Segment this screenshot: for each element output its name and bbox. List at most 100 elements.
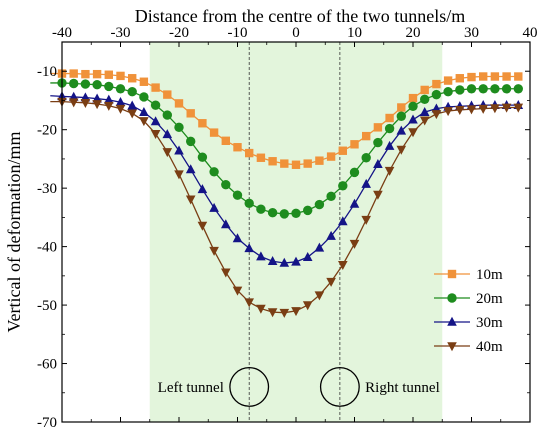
data-point-20m <box>279 209 289 219</box>
data-point-20m <box>501 84 512 94</box>
y-tick-label: -50 <box>37 298 57 314</box>
data-point-30m <box>373 158 383 168</box>
legend-label: 40m <box>476 339 503 355</box>
data-point-10m <box>256 153 266 162</box>
data-point-40m <box>384 166 395 176</box>
data-point-10m <box>245 148 254 158</box>
data-point-20m <box>139 92 149 102</box>
data-point-30m <box>349 198 360 208</box>
data-point-10m <box>139 77 149 86</box>
data-point-10m <box>92 69 102 79</box>
x-tick-label: 0 <box>292 25 300 41</box>
data-point-20m <box>373 137 383 148</box>
data-point-40m <box>232 286 243 296</box>
data-point-20m <box>209 167 219 177</box>
data-point-20m <box>232 190 243 200</box>
data-point-10m <box>408 93 418 103</box>
data-point-30m <box>150 116 161 126</box>
legend-item-30m: 30m <box>434 315 503 331</box>
data-point-40m <box>244 298 254 308</box>
data-point-20m <box>256 204 266 214</box>
data-point-30m <box>291 256 301 266</box>
legend-label: 30m <box>476 315 503 331</box>
data-point-10m <box>362 131 371 141</box>
data-point-10m <box>104 70 113 79</box>
data-point-40m <box>115 104 126 114</box>
data-point-40m <box>443 107 453 117</box>
data-point-20m <box>455 85 465 95</box>
y-axis-title: Vertical of deformation/mm <box>4 132 24 333</box>
data-point-40m <box>185 195 196 205</box>
data-point-10m <box>479 72 488 81</box>
data-point-10m <box>69 69 78 78</box>
x-tick-label: 30 <box>464 25 479 41</box>
data-point-10m <box>81 69 90 79</box>
data-point-40m <box>221 268 231 278</box>
data-point-10m <box>490 72 500 81</box>
data-point-40m <box>150 129 161 139</box>
data-point-20m <box>174 122 184 133</box>
data-point-10m <box>338 146 347 155</box>
legend-label: 10m <box>476 267 503 283</box>
data-point-40m <box>326 277 336 287</box>
data-point-30m <box>209 202 219 212</box>
data-point-20m <box>338 181 348 191</box>
y-tick-label: -40 <box>37 240 57 256</box>
data-point-30m <box>384 140 395 150</box>
data-point-40m <box>127 109 137 119</box>
data-point-30m <box>314 242 325 252</box>
x-tick-label: 40 <box>523 25 538 41</box>
data-point-10m <box>502 72 511 81</box>
data-point-10m <box>233 143 242 152</box>
data-point-20m <box>291 208 301 218</box>
data-point-10m <box>315 156 324 165</box>
data-point-40m <box>302 301 313 311</box>
data-point-40m <box>373 190 383 200</box>
data-point-40m <box>338 260 348 270</box>
data-point-20m <box>92 79 102 90</box>
data-point-20m <box>326 191 336 202</box>
data-point-40m <box>174 170 184 180</box>
data-point-40m <box>408 128 418 138</box>
legend-item-10m: 10m <box>434 267 503 283</box>
data-point-20m <box>244 198 254 209</box>
data-point-20m <box>420 94 430 104</box>
x-tick-label: 20 <box>406 25 421 41</box>
data-point-30m <box>127 100 137 110</box>
data-point-30m <box>104 94 114 104</box>
data-point-40m <box>349 239 360 249</box>
series-20m <box>50 78 523 219</box>
data-point-20m <box>490 84 500 94</box>
data-point-40m <box>197 221 208 231</box>
data-point-30m <box>115 97 126 107</box>
data-point-20m <box>314 199 325 210</box>
data-point-10m <box>455 74 464 83</box>
legend-item-40m: 40m <box>434 339 503 355</box>
data-point-40m <box>314 291 325 301</box>
data-point-20m <box>303 205 313 216</box>
data-point-30m <box>338 216 348 226</box>
data-point-40m <box>396 145 407 155</box>
legend-label: 20m <box>476 291 503 307</box>
data-point-10m <box>163 90 172 99</box>
x-tick-label: 10 <box>347 25 362 41</box>
data-point-10m <box>397 103 406 112</box>
x-tick-label: -30 <box>111 25 131 41</box>
data-point-40m <box>291 307 301 317</box>
data-point-10m <box>221 136 230 145</box>
data-point-30m <box>361 178 371 188</box>
data-point-20m <box>221 179 231 190</box>
data-point-40m <box>139 117 149 127</box>
data-point-30m <box>221 219 231 229</box>
x-tick-label: -40 <box>52 25 72 41</box>
legend-marker <box>447 269 457 279</box>
data-point-40m <box>513 103 524 113</box>
y-tick-label: -30 <box>37 181 57 197</box>
data-point-20m <box>186 136 196 147</box>
data-point-40m <box>466 105 477 115</box>
data-point-10m <box>151 83 160 92</box>
tunnel-label-1: Left tunnel <box>158 380 224 396</box>
data-point-30m <box>244 243 254 253</box>
data-point-20m <box>408 101 418 112</box>
